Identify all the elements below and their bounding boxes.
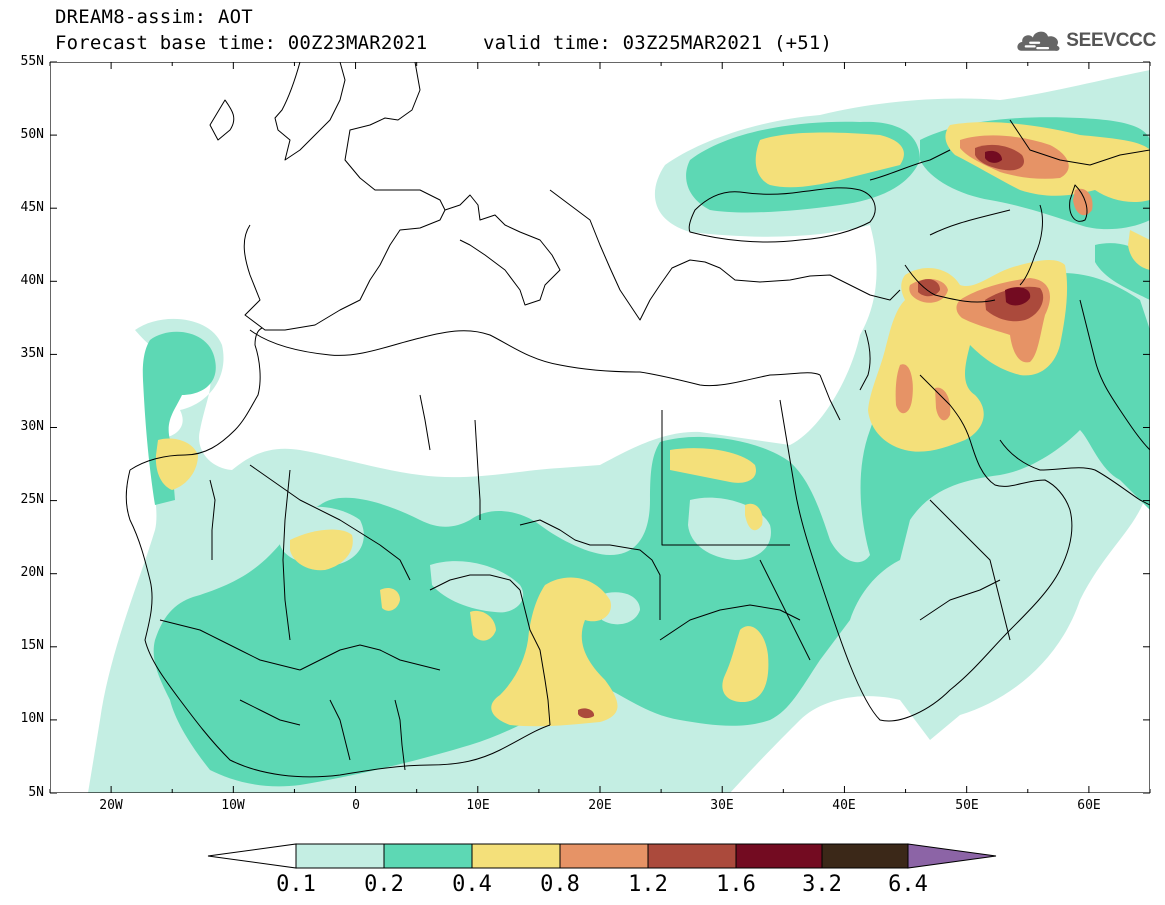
coastlines-and-borders [125, 62, 1150, 778]
colorbar-label-1.2: 1.2 [628, 872, 668, 897]
lon-label-10e: 10E [466, 798, 490, 813]
lon-label-20w: 20W [99, 798, 123, 813]
cloud-icon [1017, 31, 1060, 51]
seevccc-logo: SEEVCCC [1016, 24, 1156, 58]
forecast-base-time: Forecast base time: 00Z23MAR2021 [55, 32, 428, 54]
colorbar-label-0.1: 0.1 [276, 872, 316, 897]
colorbar-label-1.6: 1.6 [716, 872, 756, 897]
colorbar-bin-0.2-0.4 [383, 843, 473, 869]
lon-label-0: 0 [352, 798, 360, 813]
aot-colorbar [207, 843, 997, 869]
colorbar-bin-1.2-1.6 [647, 843, 737, 869]
colorbar-under-arrow [207, 843, 297, 869]
lat-label-30n: 30N [20, 419, 44, 434]
colorbar-label-6.4: 6.4 [888, 872, 928, 897]
logo-text: SEEVCCC [1066, 30, 1156, 51]
colorbar-bin-3.2-6.4 [821, 843, 909, 869]
colorbar-bin-0.4-0.8 [471, 843, 561, 869]
colorbar-label-3.2: 3.2 [802, 872, 842, 897]
lat-label-35n: 35N [20, 346, 44, 361]
lon-label-20e: 20E [588, 798, 612, 813]
aot-level-1.6 [985, 150, 1031, 306]
lon-label-60e: 60E [1077, 798, 1101, 813]
colorbar-bin-0.1-0.2 [295, 843, 385, 869]
lat-label-15n: 15N [20, 638, 44, 653]
colorbar-label-0.4: 0.4 [452, 872, 492, 897]
lat-label-40n: 40N [20, 273, 44, 288]
lat-label-45n: 45N [20, 200, 44, 215]
lat-label-50n: 50N [20, 127, 44, 142]
lon-label-50e: 50E [955, 798, 979, 813]
lat-label-20n: 20N [20, 565, 44, 580]
colorbar-label-0.8: 0.8 [540, 872, 580, 897]
lon-label-30e: 30E [710, 798, 734, 813]
valid-time: valid time: 03Z25MAR2021 (+51) [483, 32, 833, 54]
product-title: DREAM8-assim: AOT [55, 6, 253, 28]
colorbar-over-arrow [907, 843, 997, 869]
lon-label-40e: 40E [832, 798, 856, 813]
lat-label-25n: 25N [20, 492, 44, 507]
lat-label-55n: 55N [20, 54, 44, 69]
axis-ticks [49, 61, 1151, 794]
lon-label-10w: 10W [221, 798, 245, 813]
colorbar-label-0.2: 0.2 [364, 872, 404, 897]
colorbar-bin-0.8-1.2 [559, 843, 649, 869]
lat-label-5n: 5N [28, 785, 44, 800]
colorbar-bin-1.6-3.2 [735, 843, 823, 869]
lat-label-10n: 10N [20, 711, 44, 726]
